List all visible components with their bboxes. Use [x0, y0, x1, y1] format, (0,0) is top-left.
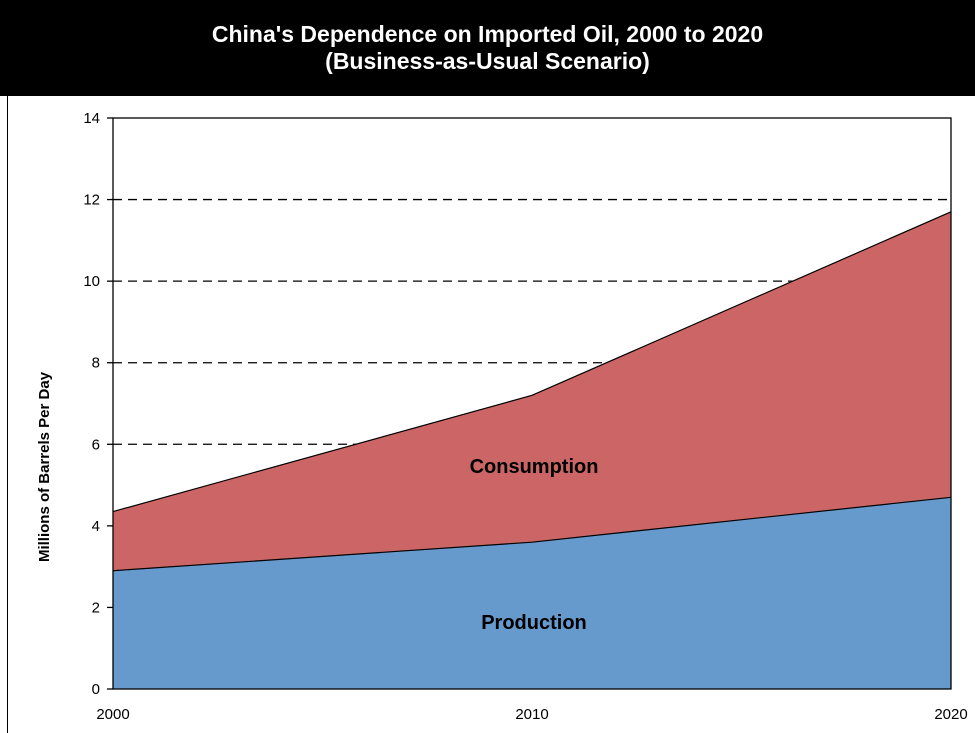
y-tick-label-0: 0 — [92, 681, 100, 698]
axis-layer — [107, 117, 952, 690]
line-production — [112, 496, 952, 572]
y-tick-label-4: 4 — [92, 518, 100, 535]
area-layer — [112, 211, 952, 690]
y-tick-label-6: 6 — [92, 436, 100, 453]
left-border-rule — [7, 96, 8, 733]
plot-frame — [112, 117, 952, 690]
line-consumption — [112, 211, 952, 513]
annotation-consumption: Consumption — [470, 456, 599, 478]
y-tick-label-12: 12 — [83, 192, 100, 209]
tick-label-layer: 0 2 4 6 8 10 12 14 2000 2010 2020 — [83, 110, 967, 723]
y-tick-label-8: 8 — [92, 355, 100, 372]
y-axis-label: Millions of Barrels Per Day — [36, 371, 53, 562]
annotation-production: Production — [481, 612, 587, 634]
x-tick-label-2000: 2000 — [96, 706, 129, 723]
y-tick-label-10: 10 — [83, 273, 100, 290]
y-tick-label-14: 14 — [83, 110, 100, 127]
chart-title: China's Dependence on Imported Oil, 2000… — [211, 21, 764, 47]
x-tick-label-2010: 2010 — [515, 706, 548, 723]
chart-subtitle: (Business-as-Usual Scenario) — [325, 48, 650, 74]
y-tick-label-2: 2 — [92, 599, 100, 616]
chart-title-bar: China's Dependence on Imported Oil, 2000… — [0, 0, 975, 96]
area-production — [113, 497, 951, 689]
x-tick-label-2020: 2020 — [934, 706, 967, 723]
